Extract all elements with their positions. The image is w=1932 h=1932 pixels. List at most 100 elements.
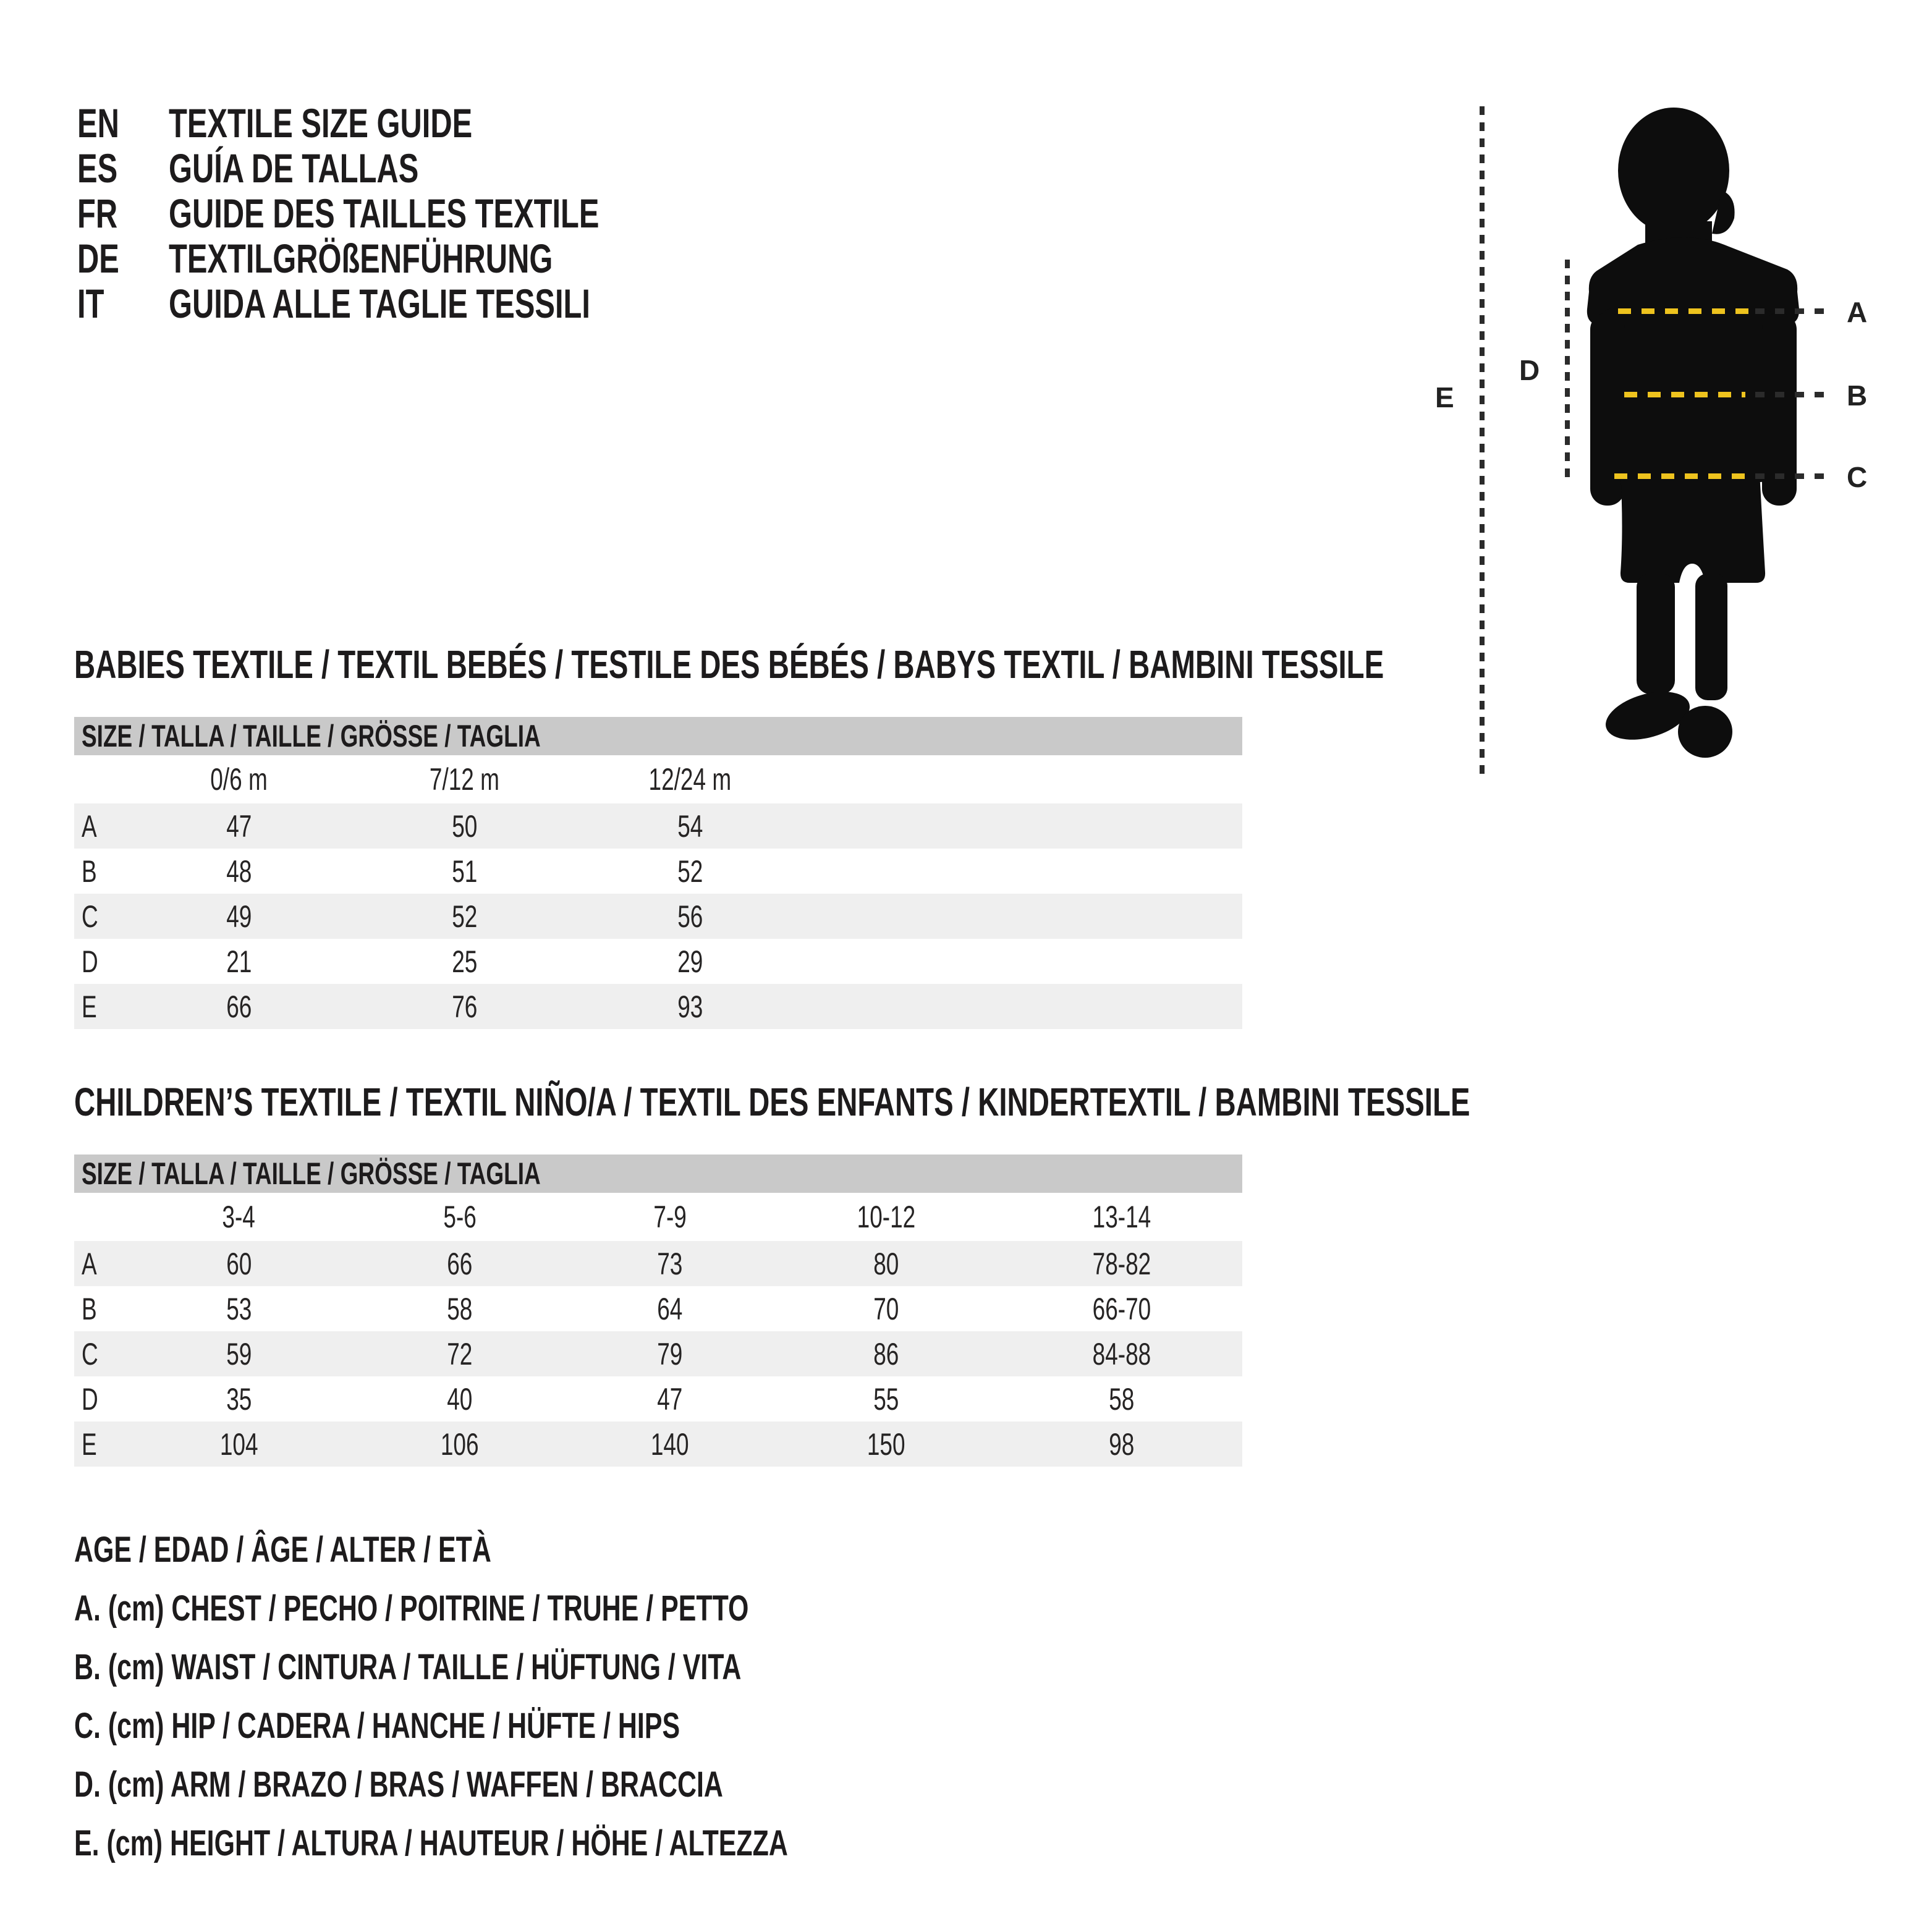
cell-value: 104: [219, 1426, 258, 1462]
cell-value: 80: [873, 1246, 899, 1281]
cell-value: 66: [226, 989, 252, 1024]
cell-value: 25: [451, 944, 478, 979]
row-label: B: [82, 854, 97, 889]
language-code: IT: [77, 280, 104, 326]
table-row: A 47 50 54: [74, 803, 1242, 849]
cell-value: 47: [226, 808, 252, 844]
children-size-table: SIZE / TALLA / TAILLE / GRÖSSE / TAGLIA …: [74, 1155, 1242, 1467]
height-label: E: [1435, 381, 1454, 413]
cell-value: 98: [1108, 1426, 1135, 1462]
children-col-4: 13-14: [1092, 1200, 1151, 1234]
children-col-0: 3-4: [222, 1200, 256, 1234]
cell-value: 52: [451, 899, 478, 934]
cell-value: 21: [226, 944, 252, 979]
language-code: DE: [77, 235, 119, 281]
arm-label: D: [1519, 354, 1540, 386]
hip-label: C: [1847, 461, 1868, 493]
silhouette-hair-flick: [1712, 190, 1735, 234]
size-header-text: SIZE / TALLA / TAILLE / GRÖSSE / TAGLIA: [82, 719, 541, 753]
cell-value: 73: [657, 1246, 683, 1281]
legend-chest: A. (cm) CHEST / PECHO / POITRINE / TRUHE…: [74, 1588, 749, 1629]
cell-value: 66-70: [1092, 1291, 1151, 1326]
waist-label: B: [1847, 379, 1868, 412]
babies-column-header-row: 0/6 m 7/12 m 12/24 m: [74, 755, 1242, 803]
cell-value: 55: [873, 1381, 899, 1417]
size-header-text: SIZE / TALLA / TAILLE / GRÖSSE / TAGLIA: [82, 1156, 541, 1191]
language-title: TEXTILE SIZE GUIDE: [169, 100, 473, 146]
legend-arm: D. (cm) ARM / BRAZO / BRAS / WAFFEN / BR…: [74, 1765, 723, 1805]
cell-value: 50: [451, 808, 478, 844]
silhouette-left-leg: [1637, 574, 1675, 694]
cell-value: 86: [873, 1336, 899, 1371]
cell-value: 64: [657, 1291, 683, 1326]
language-code: ES: [77, 145, 118, 191]
row-label: A: [82, 808, 97, 844]
cell-value: 150: [867, 1426, 905, 1462]
silhouette-left-arm: [1590, 313, 1625, 506]
silhouette-left-shoe: [1606, 692, 1690, 740]
cell-value: 29: [677, 944, 703, 979]
cell-value: 51: [451, 854, 478, 889]
babies-size-header-bar: SIZE / TALLA / TAILLE / GRÖSSE / TAGLIA: [74, 717, 1242, 755]
cell-value: 79: [657, 1336, 683, 1371]
table-row: B 48 51 52: [74, 849, 1242, 894]
language-code: EN: [77, 100, 119, 146]
cell-value: 76: [451, 989, 478, 1024]
cell-value: 56: [677, 899, 703, 934]
cell-value: 72: [447, 1336, 473, 1371]
silhouette-right-arm: [1762, 313, 1797, 506]
waist-measure-dashes-dark: [1755, 392, 1826, 397]
arm-measure-line: [1565, 260, 1570, 477]
silhouette-head: [1618, 108, 1729, 234]
children-section-title: CHILDREN’S TEXTILE / TEXTIL NIÑO/A / TEX…: [74, 1080, 1470, 1124]
table-row: C 59 72 79 86 84-88: [74, 1331, 1242, 1376]
child-silhouette: [1587, 108, 1800, 758]
table-row: D 21 25 29: [74, 939, 1242, 984]
cell-value: 84-88: [1092, 1336, 1151, 1371]
table-row: C 49 52 56: [74, 894, 1242, 939]
waist-measure-dashes-yellow: [1624, 392, 1745, 397]
height-measure-line: [1480, 106, 1485, 775]
chest-label: A: [1847, 296, 1868, 328]
cell-value: 52: [677, 854, 703, 889]
children-col-2: 7-9: [653, 1200, 687, 1234]
babies-col-2: 12/24 m: [648, 762, 732, 797]
chest-measure-dashes-yellow: [1618, 308, 1750, 314]
language-title: GUIDA ALLE TAGLIE TESSILI: [169, 280, 590, 326]
row-label: E: [82, 989, 97, 1024]
silhouette-shoulders-sleeves: [1587, 237, 1800, 325]
cell-value: 53: [226, 1291, 252, 1326]
cell-value: 47: [657, 1381, 683, 1417]
language-title: GUIDE DES TAILLES TEXTILE: [169, 190, 600, 236]
children-size-header-bar: SIZE / TALLA / TAILLE / GRÖSSE / TAGLIA: [74, 1155, 1242, 1193]
row-label: E: [82, 1426, 97, 1462]
cell-value: 58: [447, 1291, 473, 1326]
cell-value: 59: [226, 1336, 252, 1371]
table-row: B 53 58 64 70 66-70: [74, 1286, 1242, 1331]
row-label: D: [82, 1381, 98, 1417]
babies-section-title: BABIES TEXTILE / TEXTIL BEBÉS / TESTILE …: [74, 642, 1384, 687]
silhouette-right-leg: [1695, 574, 1727, 700]
children-col-3: 10-12: [857, 1200, 916, 1234]
cell-value: 93: [677, 989, 703, 1024]
language-title: TEXTILGRÖßENFÜHRUNG: [169, 235, 553, 281]
language-code: FR: [77, 190, 118, 236]
cell-value: 78-82: [1092, 1246, 1151, 1281]
cell-value: 70: [873, 1291, 899, 1326]
legend-age: AGE / EDAD / ÂGE / ALTER / ETÀ: [74, 1530, 491, 1570]
cell-value: 66: [447, 1246, 473, 1281]
cell-value: 140: [651, 1426, 689, 1462]
chest-measure-dashes-dark: [1755, 308, 1826, 314]
silhouette-right-shoe: [1678, 706, 1732, 758]
cell-value: 40: [447, 1381, 473, 1417]
cell-value: 48: [226, 854, 252, 889]
language-title: GUÍA DE TALLAS: [169, 145, 419, 191]
hip-measure-dashes-dark: [1755, 473, 1826, 479]
table-row: E 66 76 93: [74, 984, 1242, 1029]
babies-col-1: 7/12 m: [429, 762, 500, 797]
cell-value: 60: [226, 1246, 252, 1281]
cell-value: 106: [441, 1426, 479, 1462]
hip-measure-dashes-yellow: [1614, 473, 1750, 479]
legend-hip: C. (cm) HIP / CADERA / HANCHE / HÜFTE / …: [74, 1706, 680, 1746]
row-label: A: [82, 1246, 97, 1281]
